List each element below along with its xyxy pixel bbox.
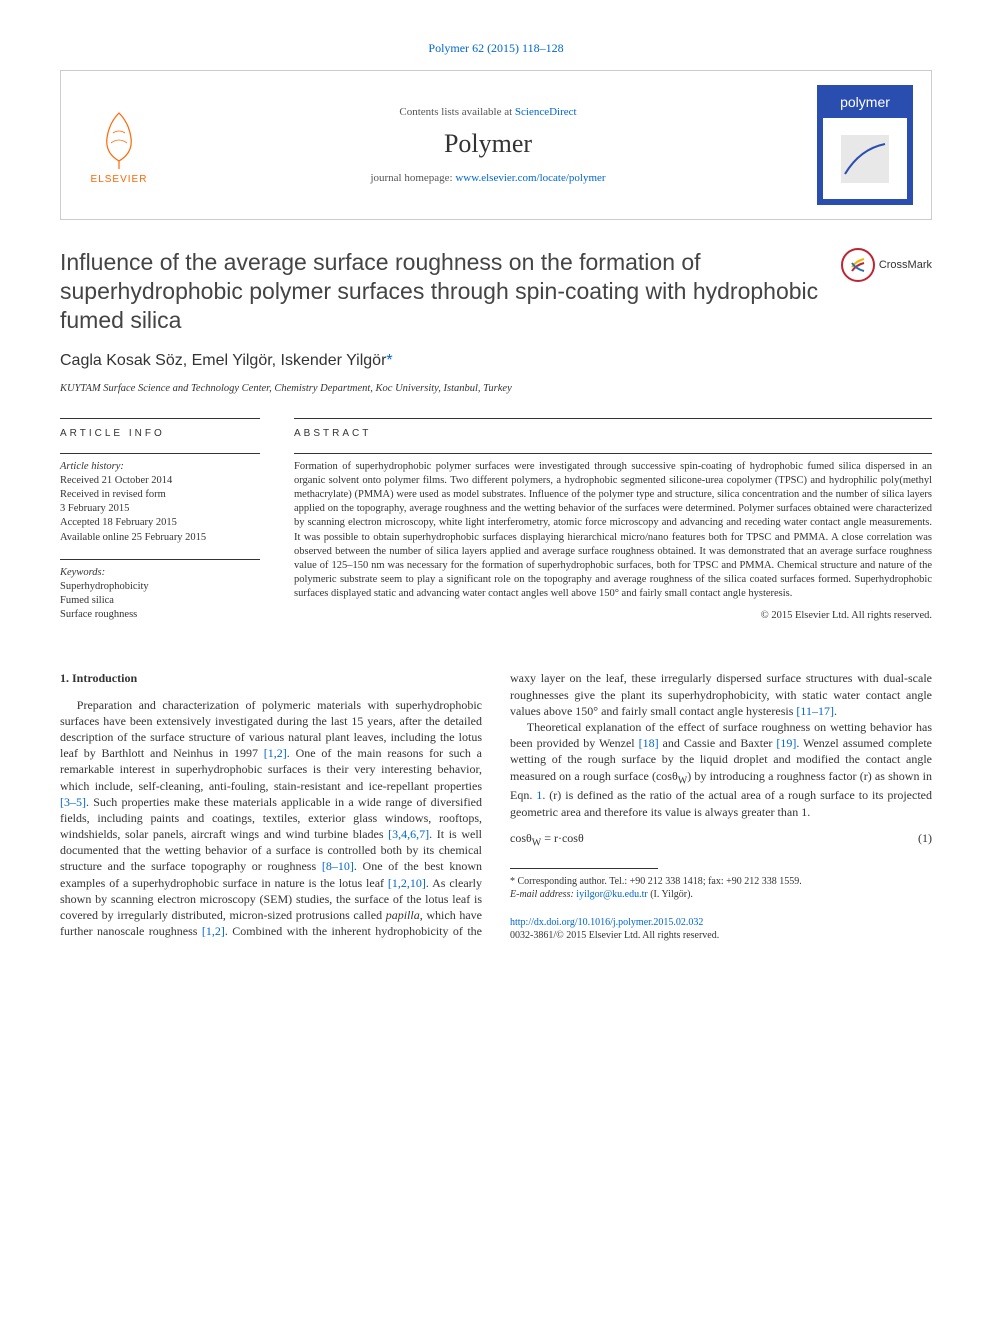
section-heading: 1. Introduction <box>60 670 482 686</box>
sciencedirect-link[interactable]: ScienceDirect <box>515 106 577 118</box>
online-date: Available online 25 February 2015 <box>60 532 206 543</box>
cover-title: polymer <box>840 93 890 112</box>
citation-ref[interactable]: [1,2,10] <box>388 876 426 890</box>
equation: cosθW = r·cosθ (1) <box>510 830 932 850</box>
footer-meta: http://dx.doi.org/10.1016/j.polymer.2015… <box>510 916 932 943</box>
accepted-date: Accepted 18 February 2015 <box>60 517 177 528</box>
article-history: Article history: Received 21 October 201… <box>60 453 260 545</box>
homepage-link[interactable]: www.elsevier.com/locate/polymer <box>455 172 605 184</box>
journal-cover[interactable]: polymer <box>817 85 913 205</box>
citation-ref[interactable]: [3,4,6,7] <box>388 827 429 841</box>
cover-image-placeholder <box>823 118 907 199</box>
keywords-label: Keywords: <box>60 567 105 578</box>
citation-ref[interactable]: [3–5] <box>60 795 86 809</box>
citation-line: Polymer 62 (2015) 118–128 <box>60 40 932 56</box>
citation-ref[interactable]: [8–10] <box>322 859 354 873</box>
corresponding-marker: * <box>386 352 392 369</box>
crossmark-icon <box>841 248 875 282</box>
info-abstract-row: ARTICLE INFO Article history: Received 2… <box>60 418 932 636</box>
keyword: Fumed silica <box>60 595 114 606</box>
citation-ref[interactable]: [1,2] <box>264 746 287 760</box>
publisher-logo[interactable]: ELSEVIER <box>79 103 159 187</box>
received-date: Received 21 October 2014 <box>60 475 172 486</box>
citation-link[interactable]: Polymer 62 (2015) 118–128 <box>428 41 563 55</box>
footnote-separator <box>510 868 658 869</box>
revised-date: 3 February 2015 <box>60 503 129 514</box>
keyword: Superhydrophobicity <box>60 581 149 592</box>
issn-line: 0032-3861/© 2015 Elsevier Ltd. All right… <box>510 930 719 941</box>
revised-label: Received in revised form <box>60 489 166 500</box>
email-link[interactable]: iyilgor@ku.edu.tr <box>576 889 647 900</box>
italic-term: papilla <box>386 908 420 922</box>
keyword: Surface roughness <box>60 609 137 620</box>
contents-available: Contents lists available at ScienceDirec… <box>159 105 817 120</box>
corresponding-footnote: * Corresponding author. Tel.: +90 212 33… <box>510 875 932 902</box>
keywords-block: Keywords: Superhydrophobicity Fumed sili… <box>60 559 260 623</box>
journal-name: Polymer <box>159 126 817 161</box>
citation-ref[interactable]: [1,2] <box>202 924 225 938</box>
doi-link[interactable]: http://dx.doi.org/10.1016/j.polymer.2015… <box>510 917 703 928</box>
header-center: Contents lists available at ScienceDirec… <box>159 105 817 186</box>
author-list: Cagla Kosak Söz, Emel Yilgör, Iskender Y… <box>60 350 932 372</box>
abstract-copyright: © 2015 Elsevier Ltd. All rights reserved… <box>294 609 932 623</box>
elsevier-tree-icon <box>89 103 149 173</box>
journal-homepage: journal homepage: www.elsevier.com/locat… <box>159 171 817 186</box>
citation-ref[interactable]: [19] <box>776 736 796 750</box>
abstract-column: ABSTRACT Formation of superhydrophobic p… <box>294 418 932 636</box>
article-title: Influence of the average surface roughne… <box>60 248 821 334</box>
equation-body: cosθW = r·cosθ <box>510 830 584 850</box>
article-body: 1. Introduction Preparation and characte… <box>60 670 932 942</box>
abstract-text: Formation of superhydrophobic polymer su… <box>294 453 932 602</box>
citation-ref[interactable]: [18] <box>639 736 659 750</box>
title-row: Influence of the average surface roughne… <box>60 248 932 334</box>
publisher-name: ELSEVIER <box>91 173 148 187</box>
crossmark-label: CrossMark <box>879 258 932 273</box>
equation-number: (1) <box>918 830 932 850</box>
citation-ref[interactable]: [11–17] <box>796 704 834 718</box>
affiliation: KUYTAM Surface Science and Technology Ce… <box>60 382 932 396</box>
article-info-column: ARTICLE INFO Article history: Received 2… <box>60 418 260 636</box>
article-info-heading: ARTICLE INFO <box>60 418 260 441</box>
abstract-heading: ABSTRACT <box>294 418 932 441</box>
body-paragraph: Theoretical explanation of the effect of… <box>510 719 932 820</box>
history-label: Article history: <box>60 461 124 472</box>
journal-header: ELSEVIER Contents lists available at Sci… <box>60 70 932 220</box>
crossmark-widget[interactable]: CrossMark <box>841 248 932 282</box>
